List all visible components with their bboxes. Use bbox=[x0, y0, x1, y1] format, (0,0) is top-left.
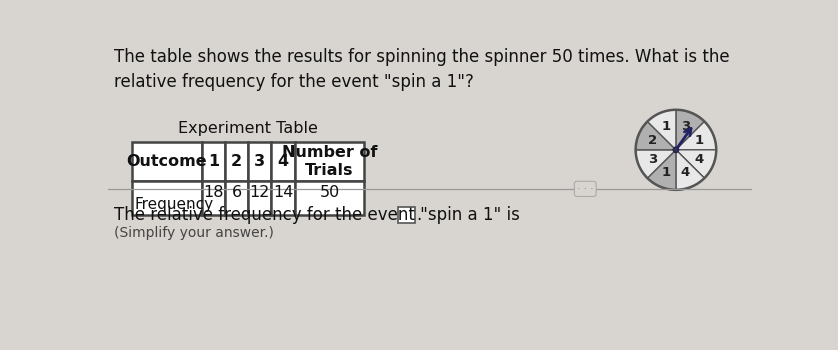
Bar bbox=[248, 181, 272, 215]
Text: Frequency: Frequency bbox=[134, 197, 214, 212]
Text: 1: 1 bbox=[695, 134, 704, 147]
Text: 6: 6 bbox=[231, 185, 241, 200]
Text: The table shows the results for spinning the spinner 50 times. What is the
relat: The table shows the results for spinning… bbox=[114, 48, 730, 91]
Text: 2: 2 bbox=[231, 154, 242, 169]
Bar bbox=[225, 142, 248, 181]
Bar bbox=[132, 142, 202, 181]
Wedge shape bbox=[648, 150, 676, 190]
Wedge shape bbox=[636, 150, 676, 178]
Wedge shape bbox=[676, 150, 705, 190]
Text: 18: 18 bbox=[203, 185, 224, 200]
Bar bbox=[398, 207, 415, 223]
Text: (Simplify your answer.): (Simplify your answer.) bbox=[114, 226, 274, 240]
Wedge shape bbox=[676, 110, 705, 150]
Text: 3: 3 bbox=[254, 154, 266, 169]
Text: 14: 14 bbox=[273, 185, 293, 200]
Text: 2: 2 bbox=[649, 134, 657, 147]
Text: 50: 50 bbox=[319, 185, 339, 200]
Text: 1: 1 bbox=[208, 154, 219, 169]
Text: Number of
Trials: Number of Trials bbox=[282, 145, 377, 177]
Circle shape bbox=[673, 147, 679, 153]
Text: The relative frequency for the event "spin a 1" is: The relative frequency for the event "sp… bbox=[114, 206, 520, 224]
Text: 1: 1 bbox=[662, 166, 671, 179]
Wedge shape bbox=[676, 121, 716, 150]
Bar bbox=[225, 181, 248, 215]
Text: Outcome: Outcome bbox=[127, 154, 207, 169]
Bar bbox=[295, 142, 365, 181]
Text: · · ·: · · · bbox=[577, 184, 593, 194]
Text: 1: 1 bbox=[662, 120, 671, 133]
Bar bbox=[132, 181, 202, 215]
Wedge shape bbox=[636, 121, 676, 150]
Text: 3: 3 bbox=[649, 153, 658, 166]
Wedge shape bbox=[676, 150, 716, 178]
Text: 3: 3 bbox=[680, 120, 691, 133]
Text: 4: 4 bbox=[680, 166, 691, 179]
Bar bbox=[272, 142, 295, 181]
Text: 4: 4 bbox=[695, 153, 704, 166]
Bar bbox=[202, 142, 225, 181]
Text: 12: 12 bbox=[250, 185, 270, 200]
Bar bbox=[272, 181, 295, 215]
Text: 4: 4 bbox=[277, 154, 288, 169]
Bar bbox=[202, 181, 225, 215]
Bar bbox=[295, 181, 365, 215]
Text: Experiment Table: Experiment Table bbox=[178, 121, 318, 136]
Wedge shape bbox=[648, 110, 676, 150]
Text: .: . bbox=[416, 206, 422, 224]
Bar bbox=[248, 142, 272, 181]
